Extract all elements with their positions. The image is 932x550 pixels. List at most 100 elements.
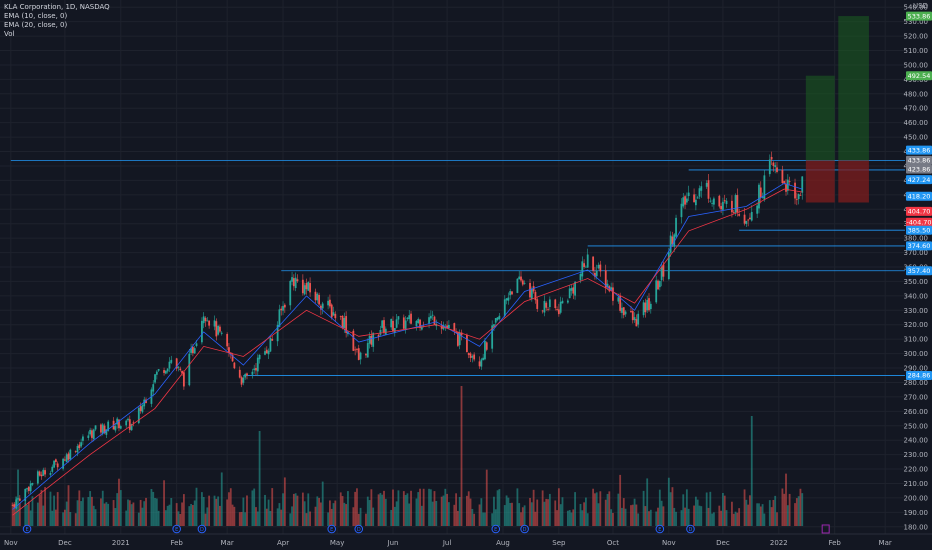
- time-tick-label: Dec: [716, 539, 730, 547]
- candle-body: [453, 323, 456, 331]
- candle-body: [621, 307, 623, 313]
- volume-bar: [722, 492, 724, 526]
- volume-bar: [357, 513, 360, 526]
- volume-bar: [747, 504, 750, 526]
- volume-bar: [258, 431, 261, 526]
- candle-body: [219, 326, 221, 332]
- volume-bar: [756, 503, 759, 526]
- candle-body: [723, 200, 726, 202]
- volume-bar: [78, 490, 81, 526]
- volume-bar: [105, 502, 108, 526]
- volume-bar: [480, 498, 483, 526]
- candle-body: [747, 219, 750, 221]
- volume-bar: [637, 513, 640, 526]
- volume-bar: [667, 477, 670, 526]
- volume-bar: [107, 503, 110, 526]
- volume-bar: [732, 513, 735, 526]
- candle-body: [305, 283, 308, 290]
- volume-bar: [231, 504, 234, 526]
- candle-body: [725, 200, 728, 204]
- volume-bar: [193, 500, 196, 526]
- volume-bar: [642, 490, 645, 526]
- volume-bar: [202, 496, 205, 526]
- volume-bar: [379, 492, 382, 526]
- candle-body: [163, 370, 165, 373]
- candle-body: [208, 320, 211, 326]
- volume-bar: [283, 477, 286, 526]
- candle-body: [473, 354, 476, 360]
- ema-fast-line: [12, 182, 803, 510]
- candle-body: [164, 370, 167, 374]
- volume-bar: [11, 502, 14, 526]
- volume-bar: [292, 493, 295, 526]
- volume-bar: [352, 507, 355, 526]
- time-tick-label: May: [330, 539, 344, 547]
- volume-bar: [100, 498, 102, 526]
- volume-bar: [42, 505, 45, 526]
- volume-bar: [181, 502, 183, 526]
- volume-bar: [38, 494, 41, 526]
- earnings-event-icon: [686, 524, 695, 534]
- price-tick-label: 240.00: [904, 437, 929, 445]
- candle-body: [251, 371, 254, 375]
- candle-body: [182, 372, 185, 387]
- price-tag-label: 374.60: [908, 242, 931, 250]
- candle-body: [321, 303, 324, 309]
- candle-body: [460, 332, 463, 336]
- volume-bar: [191, 505, 194, 526]
- candle-body: [785, 184, 787, 192]
- price-tick-label: 350.00: [904, 278, 929, 286]
- candle-body: [303, 285, 306, 295]
- candle-body: [543, 300, 546, 313]
- volume-bar: [795, 498, 798, 526]
- volume-bar: [759, 506, 762, 526]
- legend-ema-slow: EMA (20, close, 0): [4, 21, 68, 29]
- candle-body: [466, 334, 468, 353]
- volume-bar: [770, 507, 773, 526]
- volume-bar: [574, 492, 576, 526]
- volume-bar: [713, 512, 715, 526]
- volume-bar: [233, 506, 236, 526]
- candle-body: [51, 466, 54, 472]
- candle-body: [291, 277, 293, 282]
- candle-body: [92, 429, 95, 440]
- volume-bar: [523, 505, 526, 526]
- price-tick-label: 370.00: [904, 249, 929, 257]
- candle-body: [644, 302, 647, 313]
- volume-bar: [749, 495, 751, 526]
- price-tick-label: 510.00: [904, 47, 929, 55]
- candle-body: [685, 198, 688, 203]
- volume-bar: [772, 499, 775, 526]
- volume-bar: [529, 497, 531, 526]
- candle-body: [91, 430, 93, 438]
- time-tick-label: Aug: [496, 539, 510, 547]
- candle-body: [617, 297, 620, 302]
- candle-body: [89, 429, 92, 435]
- time-tick-label: 2021: [112, 539, 130, 547]
- candle-body: [556, 309, 558, 310]
- time-tick-label: Dec: [58, 539, 72, 547]
- volume-bar: [595, 492, 598, 526]
- volume-bar: [680, 510, 683, 526]
- volume-bar: [491, 513, 494, 526]
- candle-body: [397, 316, 400, 320]
- candle-body: [406, 317, 409, 320]
- candle-body: [141, 405, 144, 413]
- volume-bar: [435, 501, 438, 526]
- candle-body: [64, 459, 66, 461]
- candle-body: [132, 422, 135, 424]
- candle-body: [62, 458, 64, 469]
- volume-bar: [341, 496, 344, 526]
- volume-bar: [548, 493, 551, 526]
- candle-body: [498, 315, 501, 319]
- candle-body: [637, 313, 640, 325]
- candle-body: [103, 425, 106, 434]
- volume-bar: [660, 500, 663, 526]
- candle-body: [523, 282, 526, 284]
- volume-bar: [440, 496, 443, 526]
- volume-bar: [213, 495, 216, 526]
- candle-body: [768, 159, 771, 175]
- candle-body: [255, 368, 257, 371]
